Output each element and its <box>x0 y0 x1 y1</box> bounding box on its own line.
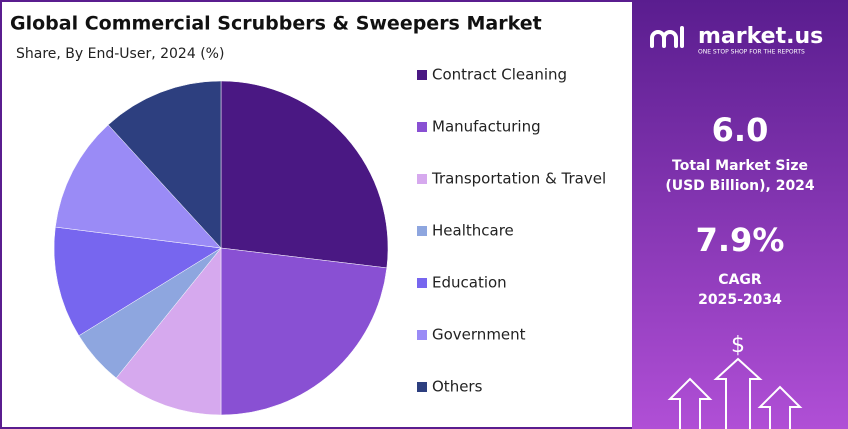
legend-label: Education <box>432 274 507 292</box>
legend-label: Others <box>432 378 483 396</box>
legend-label: Manufacturing <box>432 118 541 136</box>
pie-slice <box>53 226 222 337</box>
legend-swatch <box>417 382 427 392</box>
pie-slice <box>220 80 389 269</box>
svg-text:$: $ <box>731 333 745 358</box>
legend-label: Government <box>432 326 526 344</box>
market-size: 6.0 <box>712 111 769 149</box>
legend-label: Healthcare <box>432 222 514 240</box>
legend-swatch <box>417 226 427 236</box>
legend-swatch <box>417 278 427 288</box>
legend-swatch <box>417 70 427 80</box>
pie-slice <box>107 80 222 249</box>
pie-slice <box>55 124 222 249</box>
size-label: (USD Billion), 2024 <box>665 178 815 194</box>
cagr-label: 2025-2034 <box>698 292 782 308</box>
side-panel <box>632 0 848 429</box>
size-label: Total Market Size <box>672 158 808 174</box>
cagr-label: CAGR <box>718 272 762 288</box>
legend-swatch <box>417 122 427 132</box>
brand: market.us <box>698 24 823 49</box>
legend-swatch <box>417 330 427 340</box>
legend-label: Transportation & Travel <box>431 170 606 188</box>
logo-icon <box>650 26 684 48</box>
cagr: 7.9% <box>696 221 785 259</box>
arrows-icon: $ <box>667 333 803 429</box>
chart-title: Global Commercial Scrubbers & Sweepers M… <box>10 13 542 35</box>
legend-label: Contract Cleaning <box>432 66 567 84</box>
chart-subtitle: Share, By End-User, 2024 (%) <box>16 46 224 62</box>
pie-slice <box>220 247 388 416</box>
legend-swatch <box>417 174 427 184</box>
pie-slice <box>115 247 222 416</box>
tagline: ONE STOP SHOP FOR THE REPORTS <box>698 49 805 56</box>
